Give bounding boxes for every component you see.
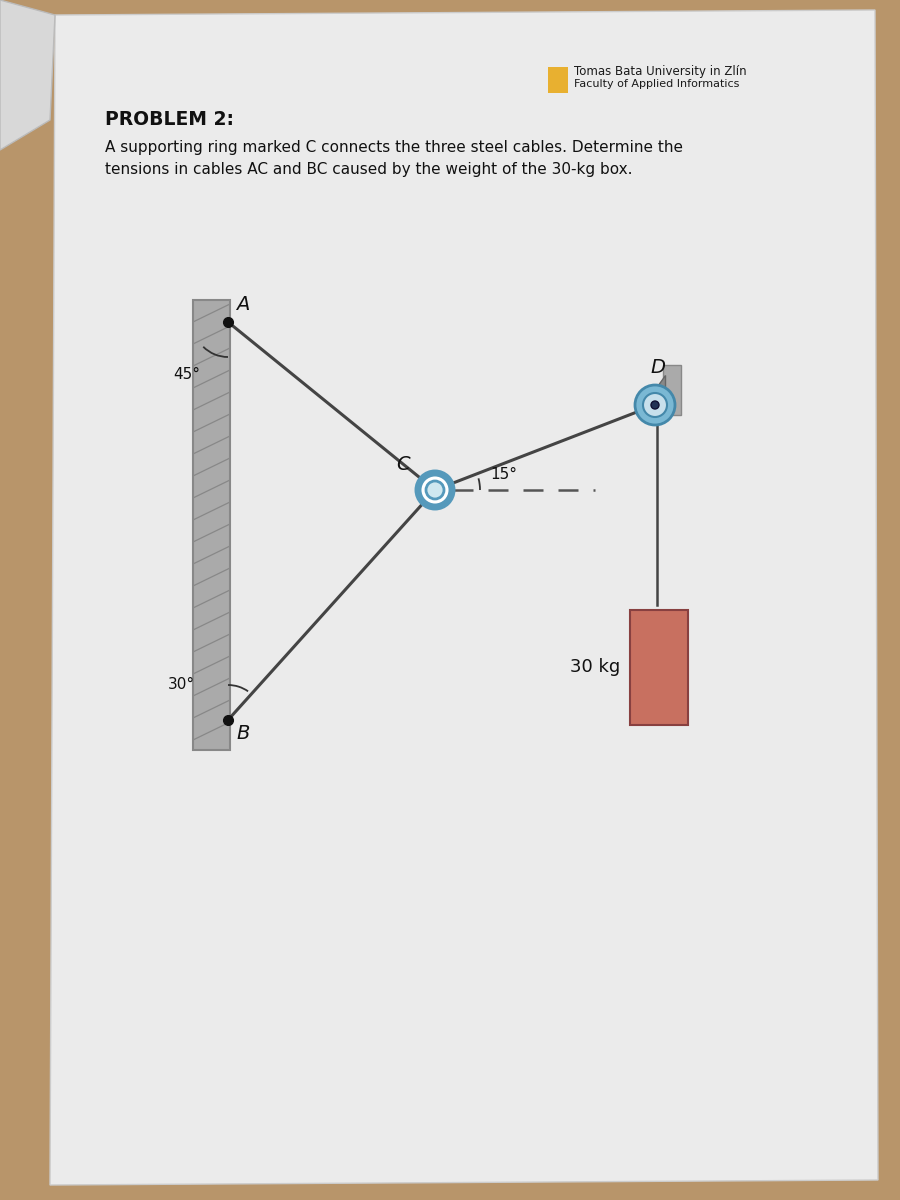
Polygon shape — [0, 0, 55, 150]
Text: 30°: 30° — [168, 677, 195, 692]
Circle shape — [417, 472, 453, 508]
Circle shape — [426, 481, 444, 499]
Bar — [663, 365, 681, 415]
Text: B: B — [236, 724, 249, 743]
Circle shape — [651, 401, 659, 409]
Text: D: D — [650, 358, 665, 377]
Text: A supporting ring marked C connects the three steel cables. Determine the: A supporting ring marked C connects the … — [105, 140, 683, 155]
Bar — [548, 67, 568, 92]
Polygon shape — [50, 10, 878, 1186]
Text: C: C — [396, 455, 410, 474]
Bar — [630, 610, 688, 725]
Text: tensions in cables AC and BC caused by the weight of the 30-kg box.: tensions in cables AC and BC caused by t… — [105, 162, 633, 176]
Text: Faculty of Applied Informatics: Faculty of Applied Informatics — [574, 79, 740, 89]
Bar — [193, 300, 230, 750]
Text: PROBLEM 2:: PROBLEM 2: — [105, 110, 234, 128]
Polygon shape — [640, 374, 665, 410]
Circle shape — [643, 392, 667, 416]
Text: 30 kg: 30 kg — [570, 658, 620, 676]
Text: Tomas Bata University in Zlín: Tomas Bata University in Zlín — [574, 65, 747, 78]
Text: 45°: 45° — [173, 367, 200, 382]
Text: 15°: 15° — [490, 467, 517, 482]
Text: A: A — [236, 295, 249, 314]
Circle shape — [635, 385, 675, 425]
